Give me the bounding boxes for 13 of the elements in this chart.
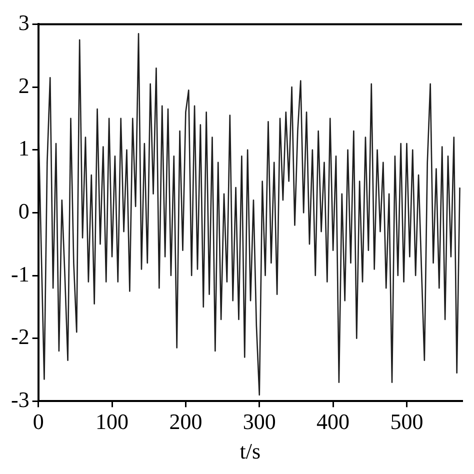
y-tick-label: 2	[18, 72, 30, 98]
y-tick-label: 0	[18, 198, 30, 224]
y-tick-label: 3	[18, 10, 30, 35]
x-tick-label: 500	[390, 409, 424, 434]
y-tick-label: -2	[11, 324, 30, 350]
y-tick-label: 1	[18, 136, 30, 161]
x-tick-label: 200	[169, 409, 202, 434]
x-tick-label: 400	[316, 409, 350, 434]
y-tick-label: -3	[11, 386, 30, 412]
x-tick-label: 300	[242, 409, 276, 434]
y-tick-label: -1	[11, 261, 30, 286]
x-axis-title: t/s	[240, 438, 261, 464]
x-tick-label: 100	[96, 409, 129, 434]
